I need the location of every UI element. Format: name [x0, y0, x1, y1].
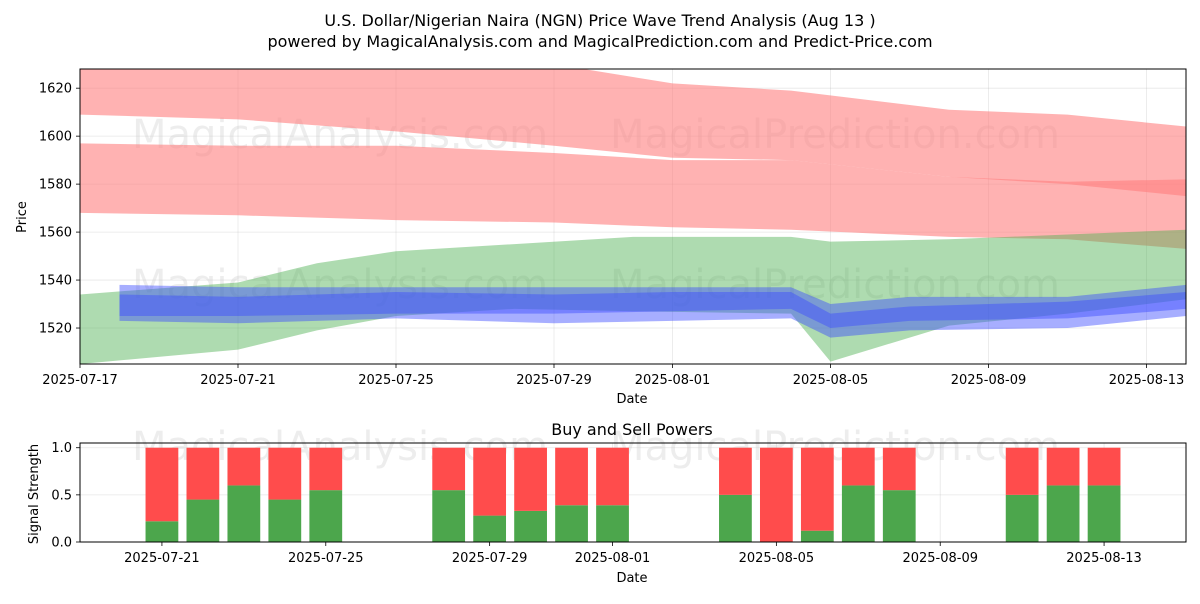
buy-bar [473, 515, 507, 542]
y-tick-label: 0.5 [51, 488, 72, 503]
x-tick-label: 2025-08-01 [635, 373, 711, 388]
y-tick-label: 1520 [39, 322, 72, 337]
top-xlabel: Date [616, 392, 647, 407]
buy-bar [1087, 485, 1121, 542]
buy-bar [186, 499, 220, 542]
buy-bar [719, 494, 752, 542]
sell-bar [309, 447, 343, 491]
y-tick-label: 1580 [39, 178, 72, 193]
x-tick-label: 2025-07-29 [452, 551, 528, 566]
x-tick-label: 2025-08-09 [902, 551, 978, 566]
buy-bar [596, 505, 629, 542]
bands-group [80, 69, 1186, 364]
chart-title: U.S. Dollar/Nigerian Naira (NGN) Price W… [324, 11, 875, 30]
band-green-2 [80, 229, 1186, 364]
buy-bar [268, 499, 302, 542]
y-tick-label: 1560 [39, 226, 72, 241]
sell-bar [473, 447, 507, 516]
sell-bar [596, 447, 629, 506]
x-tick-label: 2025-08-09 [951, 373, 1027, 388]
sell-bar [882, 447, 916, 491]
chart-subtitle: powered by MagicalAnalysis.com and Magic… [267, 32, 932, 51]
bottom-xlabel: Date [616, 571, 647, 586]
sell-bar [227, 447, 261, 486]
sell-bar [1046, 447, 1080, 486]
y-tick-label: 1600 [39, 130, 72, 145]
x-tick-label: 2025-08-05 [739, 551, 815, 566]
band-blue-3 [119, 284, 1186, 338]
y-tick-label: 1540 [39, 274, 72, 289]
price-wave-plot: MagicalAnalysis.com MagicalPrediction.com… [39, 68, 1187, 388]
watermark-text: MagicalPrediction.com [610, 424, 1060, 470]
sell-bar [719, 447, 752, 495]
buy-bar [227, 485, 261, 542]
bottom-title: Buy and Sell Powers [551, 420, 713, 439]
x-tick-label: 2025-08-05 [793, 373, 869, 388]
band-red-1 [80, 143, 1186, 249]
buy-bar [309, 490, 343, 542]
x-tick-label: 2025-07-17 [42, 373, 118, 388]
buy-bar [514, 510, 547, 542]
sell-bar [759, 447, 793, 542]
plot-frame [79, 442, 1187, 543]
sell-bar [1005, 447, 1039, 495]
watermark-text: MagicalAnalysis.com [132, 262, 548, 308]
x-tick-label: 2025-07-29 [516, 373, 592, 388]
sell-bar [186, 447, 220, 500]
buy-bar [432, 490, 466, 542]
x-tick-label: 2025-07-25 [288, 551, 364, 566]
buy-bar [800, 530, 834, 542]
y-tick-label: 1.0 [51, 441, 72, 456]
plot-frame [79, 68, 1187, 365]
x-tick-label: 2025-08-01 [575, 551, 651, 566]
band-red-0 [80, 69, 1186, 197]
x-tick-label: 2025-07-25 [358, 373, 434, 388]
sell-bar [800, 447, 834, 531]
buy-bar [1005, 494, 1039, 542]
bottom-ylabel: Signal Strength [27, 444, 42, 544]
sell-bar [555, 447, 588, 506]
buy-bar [555, 505, 588, 542]
buy-bar [145, 521, 179, 542]
x-tick-label: 2025-08-13 [1066, 551, 1142, 566]
y-tick-label: 1620 [39, 82, 72, 97]
buy-bar [882, 490, 916, 542]
buy-bar [1046, 485, 1080, 542]
x-tick-label: 2025-08-13 [1109, 373, 1185, 388]
sell-bar [268, 447, 302, 500]
y-tick-label: 0.0 [51, 536, 72, 551]
top-ylabel: Price [15, 201, 30, 233]
sell-bar [1087, 447, 1121, 486]
buy-sell-plot: MagicalAnalysis.com MagicalPrediction.com… [51, 424, 1187, 566]
buy-bar [841, 485, 875, 542]
x-tick-label: 2025-07-21 [200, 373, 276, 388]
band-blue-4 [119, 292, 1186, 329]
sell-bar [841, 447, 875, 486]
sell-bar [145, 447, 179, 522]
sell-bar [432, 447, 466, 491]
x-tick-label: 2025-07-21 [124, 551, 200, 566]
watermark-text: MagicalPrediction.com [610, 262, 1060, 308]
sell-bar [514, 447, 547, 511]
